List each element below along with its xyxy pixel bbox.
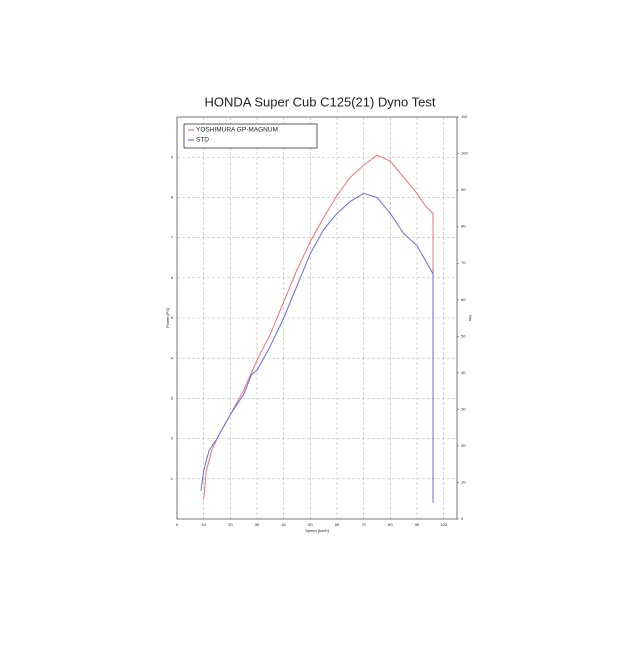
x-tick-label: 70 <box>361 522 366 527</box>
y-tick-label: 6 <box>171 275 174 280</box>
x-tick-label: 40 <box>281 522 286 527</box>
chart-title: HONDA Super Cub C125(21) Dyno Test <box>205 94 436 109</box>
y-tick-label: 4 <box>171 355 174 360</box>
x-tick-label: 80 <box>388 522 393 527</box>
legend-box <box>183 123 318 149</box>
y2-tick-label: 90 <box>461 187 466 192</box>
x-tick-label: 90 <box>415 522 420 527</box>
y-tick-label: 9 <box>171 154 174 159</box>
legend-label: STD <box>196 137 209 144</box>
y2-tick-label: 20 <box>461 443 466 448</box>
y-tick-label: 5 <box>171 315 174 320</box>
y-tick-label: 3 <box>171 395 174 400</box>
y2-tick-label: 80 <box>461 224 466 229</box>
y-tick-label: 7 <box>171 235 174 240</box>
x-axis-label: Speed [km/h] <box>305 528 329 533</box>
y2-tick-label: 60 <box>461 297 466 302</box>
x-tick-label: 10 <box>201 522 206 527</box>
y2-tick-label: 30 <box>461 406 466 411</box>
y-tick-label: 1 <box>171 476 174 481</box>
series-line <box>200 192 434 503</box>
y2-tick-label: 70 <box>461 260 466 265</box>
y2-tick-label: 100 <box>461 151 468 156</box>
y2-tick-label: 10 <box>461 480 466 485</box>
x-tick-label: 50 <box>308 522 313 527</box>
x-tick-label: 20 <box>228 522 233 527</box>
y2-tick-label: 40 <box>461 370 466 375</box>
y2-axis-label: Nm <box>468 315 473 322</box>
x-tick-label: 0 <box>176 522 179 527</box>
x-tick-label: 30 <box>255 522 260 527</box>
legend-label: YOSHIMURA GP-MAGNUM <box>196 127 278 134</box>
plot-frame <box>176 116 458 520</box>
x-tick-label: 60 <box>335 522 340 527</box>
y-tick-label: 2 <box>171 436 174 441</box>
y-axis-label: Power [PS] <box>165 308 170 328</box>
y-tick-label: 8 <box>171 194 174 199</box>
x-tick-label: 100 <box>440 522 447 527</box>
y2-tick-label: 0 <box>461 516 464 521</box>
y2-tick-label: 50 <box>461 333 466 338</box>
y2-tick-label: 110 <box>461 114 468 119</box>
series-line <box>203 154 434 499</box>
